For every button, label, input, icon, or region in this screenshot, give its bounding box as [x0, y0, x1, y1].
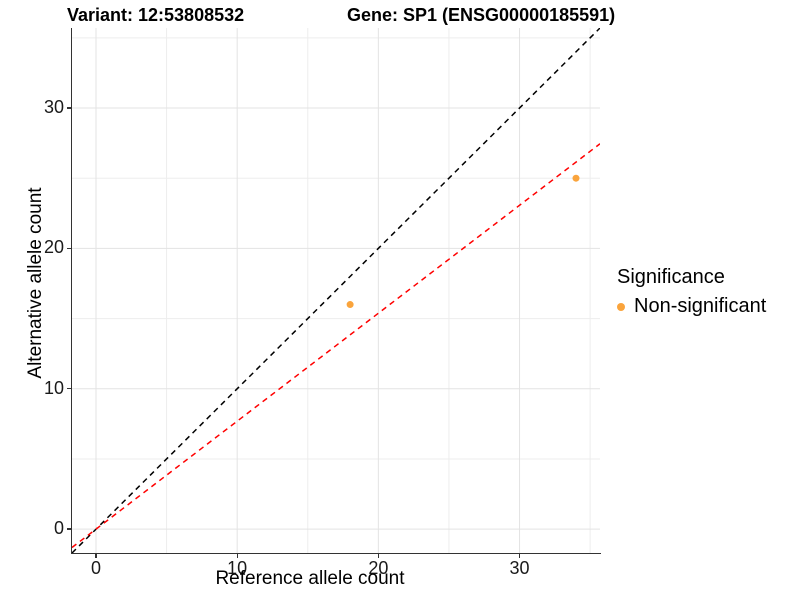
x-tick-label: 0 — [90, 558, 101, 578]
legend-point-icon — [617, 302, 625, 311]
plot-title-variant: Variant: 12:53808532 — [67, 5, 245, 25]
y-tick-label: 20 — [43, 237, 64, 258]
scatter-plot — [71, 27, 601, 554]
y-tick-mark — [67, 388, 71, 390]
legend-entry-label: Non-significant — [634, 295, 767, 317]
x-tick-mark — [518, 554, 521, 558]
legend-entry-non-significant: Non-significant — [617, 295, 766, 318]
y-tick-label: 0 — [53, 518, 64, 539]
y-tick-mark — [67, 247, 71, 250]
x-axis-title: Reference allele count — [215, 568, 405, 589]
x-tick-mark — [95, 554, 97, 558]
y-tick-mark — [67, 528, 71, 530]
x-tick-label: 10 — [227, 558, 248, 578]
x-axis-line — [70, 552, 601, 554]
legend: Significance Non-significant — [617, 266, 766, 318]
x-tick-mark — [236, 554, 238, 558]
data-point — [346, 301, 354, 309]
fit-line — [71, 143, 601, 549]
x-tick-label: 20 — [368, 558, 389, 578]
x-tick-label: 30 — [509, 558, 530, 578]
x-tick-mark — [377, 554, 379, 558]
y-tick-label: 30 — [43, 97, 64, 117]
data-point — [572, 174, 580, 182]
plot-panel — [71, 27, 601, 554]
y-tick-label: 10 — [43, 377, 64, 398]
y-tick-mark — [67, 107, 71, 109]
y-axis-line — [70, 28, 73, 554]
legend-title: Significance — [617, 266, 725, 288]
y-axis-title: Alternative allele count — [25, 187, 46, 379]
identity-line — [71, 27, 601, 554]
plot-title-gene: Gene: SP1 (ENSG00000185591) — [347, 5, 616, 25]
